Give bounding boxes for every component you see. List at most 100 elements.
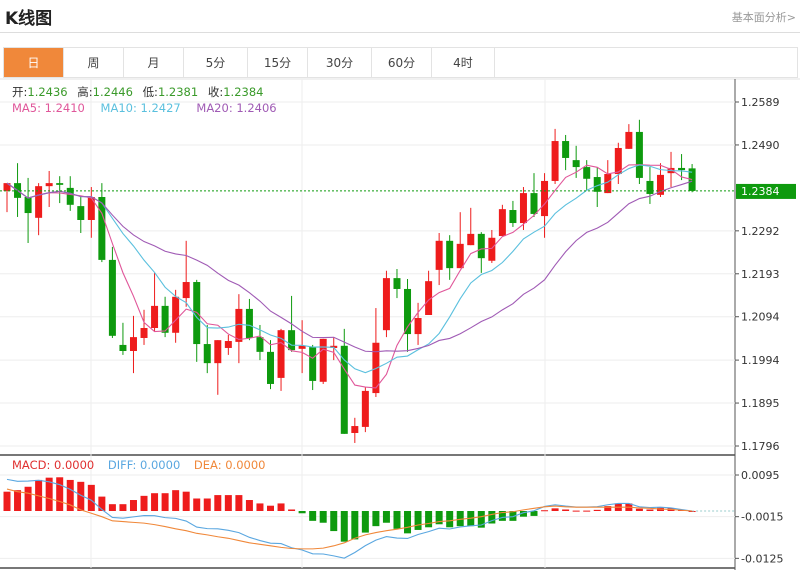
candle-body (456, 243, 464, 269)
macd-bar (551, 508, 559, 511)
macd-bar (235, 495, 243, 511)
candle-body (56, 183, 64, 185)
candle (245, 298, 253, 341)
diff-value: DIFF: 0.0000 (107, 458, 181, 472)
tab-week[interactable]: 周 (64, 48, 124, 77)
tab-5min[interactable]: 5分 (184, 48, 248, 77)
macd-bar (98, 496, 106, 511)
candle-body (77, 206, 85, 220)
low-value: 1.2381 (157, 85, 199, 99)
macd-bar (3, 491, 11, 511)
ohlc-readout: 开:1.2436 高:1.2446 低:1.2381 收:1.2384 (12, 84, 269, 100)
candle (56, 176, 64, 204)
high-value: 1.2446 (92, 85, 133, 99)
candle-body (66, 187, 74, 205)
candle (35, 183, 43, 236)
macd-tick-label: -0.0015 (741, 511, 783, 524)
candle-body (245, 308, 253, 338)
candle (129, 315, 137, 374)
candle (425, 270, 433, 315)
candle (256, 324, 264, 361)
fundamental-analysis-link[interactable]: 基本面分析> (731, 11, 796, 24)
candle (678, 154, 686, 181)
candle (214, 340, 222, 395)
price-tick-label: 1.2094 (741, 311, 780, 324)
macd-bar (604, 506, 612, 511)
candle-body (161, 305, 169, 333)
tab-30min[interactable]: 30分 (308, 48, 372, 77)
candle-body (24, 197, 32, 214)
ma5-value: MA5: 1.2410 (12, 101, 85, 115)
candle-body (688, 168, 696, 191)
candle (382, 270, 390, 338)
candle (340, 328, 348, 434)
dea-line (6, 488, 693, 550)
candle-body (309, 347, 317, 381)
macd-bar (182, 491, 190, 511)
ma10-line (6, 164, 693, 374)
macd-bar (635, 508, 643, 511)
price-tick-label: 1.2589 (741, 96, 780, 109)
tab-60min[interactable]: 60分 (372, 48, 432, 77)
candle-body (288, 330, 296, 351)
candle (77, 197, 85, 234)
macd-bar (404, 511, 412, 534)
candle-body (646, 180, 654, 194)
candle (203, 324, 211, 374)
candle-body (382, 278, 390, 331)
tab-15min[interactable]: 15分 (248, 48, 308, 77)
candle (456, 212, 464, 269)
candle (625, 124, 633, 149)
candle-body (87, 197, 95, 220)
ma20-line (6, 180, 693, 353)
candle-body (340, 345, 348, 434)
candle-body (625, 131, 633, 149)
macd-bar (530, 511, 538, 516)
macd-bar (45, 477, 53, 511)
candle-body (235, 308, 243, 342)
page-title: K线图 (5, 9, 53, 29)
candle-body (119, 344, 127, 351)
candle-body (435, 240, 443, 270)
period-tabs: 日 周 月 5分 15分 30分 60分 4时 (3, 47, 798, 78)
candle-body (572, 160, 580, 168)
candle-body (108, 259, 116, 336)
candle-body (298, 345, 306, 349)
candle-body (678, 167, 686, 171)
candle-body (519, 193, 527, 224)
candle-body (45, 183, 53, 187)
price-tick-label: 1.2490 (741, 139, 780, 152)
candle (298, 320, 306, 374)
candle-body (351, 426, 359, 433)
macd-bar (382, 511, 390, 523)
macd-bar (129, 500, 137, 511)
macd-bar (646, 509, 654, 511)
tab-month[interactable]: 月 (124, 48, 184, 77)
candle-body (404, 288, 412, 335)
macd-bar (193, 498, 201, 511)
candle (414, 302, 422, 345)
ma5-line (6, 164, 693, 389)
candle-body (361, 390, 369, 427)
macd-bar (224, 495, 232, 511)
macd-tick-label: 0.0095 (741, 469, 780, 482)
macd-bar (519, 511, 527, 517)
candle (635, 119, 643, 184)
close-value: 1.2384 (223, 85, 264, 99)
candle (593, 167, 601, 207)
candle (224, 334, 232, 355)
tab-day[interactable]: 日 (4, 48, 64, 77)
candle-body (498, 209, 506, 237)
tab-4h[interactable]: 4时 (432, 48, 495, 77)
diff-line (6, 478, 693, 559)
macd-bar (298, 511, 306, 514)
price-tick-label: 1.2193 (741, 268, 780, 281)
macd-bar (509, 511, 517, 521)
candle-body (140, 328, 148, 338)
candle-body (203, 344, 211, 364)
candle (509, 200, 517, 227)
candle-body (467, 233, 475, 246)
candle (235, 294, 243, 364)
candle (119, 322, 127, 355)
